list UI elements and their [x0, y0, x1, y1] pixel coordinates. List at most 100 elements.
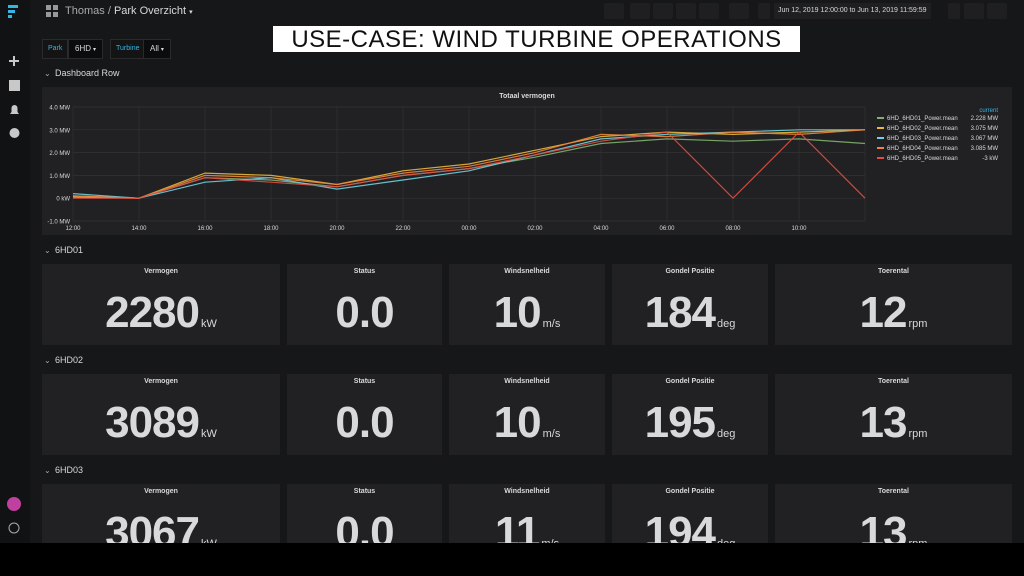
stat-number: 195 — [644, 398, 716, 447]
settings-icon[interactable] — [9, 128, 20, 138]
dashboards-icon[interactable] — [9, 80, 20, 91]
stat-title: Vermogen — [144, 378, 178, 385]
row-title[interactable]: 6HD01 — [55, 245, 84, 255]
stat-panel: Windsnelheid 10 m/s — [449, 374, 605, 455]
dropdown-caret: ▾ — [93, 47, 97, 53]
variable-dropdown[interactable]: 6HD ▾ — [68, 39, 104, 59]
sidebar-icons — [7, 5, 21, 534]
time-picker[interactable]: Jun 12, 2019 12:00:00 to Jun 13, 2019 11… — [774, 3, 931, 19]
stat-panel: Windsnelheid 11m/s — [449, 484, 605, 543]
row-collapse[interactable]: ⌄ — [44, 466, 51, 475]
stat-panel: Gondel Positie 184 deg — [612, 264, 768, 345]
banner: USE-CASE: WIND TURBINE OPERATIONS — [273, 26, 800, 53]
legend-name[interactable]: 6HD_6HD04_Power.mean — [887, 146, 958, 152]
stat-unit: m/s — [542, 428, 561, 440]
stat-unit: m/s — [541, 538, 559, 543]
breadcrumb[interactable]: Thomas / Park Overzicht ▾ — [65, 5, 193, 17]
variable-value[interactable]: All — [150, 44, 159, 53]
row-collapse[interactable]: ⌄ — [44, 246, 51, 255]
stat-unit: deg — [717, 428, 736, 440]
x-tick-label: 14:00 — [131, 226, 147, 232]
y-tick-label: 4.0 MW — [49, 106, 70, 112]
dashboard-icon — [46, 5, 58, 17]
x-tick-label: 18:00 — [263, 226, 279, 232]
y-tick-label: 1.0 MW — [49, 174, 70, 180]
stat-value: 2280 kW — [42, 288, 280, 338]
star-button[interactable] — [630, 3, 650, 19]
stat-value: 195 deg — [612, 398, 768, 448]
legend-current: 2.228 MW — [971, 116, 999, 122]
stat-title: Windsnelheid — [504, 268, 550, 275]
time-back-button[interactable] — [758, 3, 770, 19]
series-line — [72, 129, 866, 199]
zoom-out-button[interactable] — [964, 3, 984, 19]
stat-value: 194deg — [612, 508, 768, 543]
x-tick-label: 20:00 — [329, 226, 345, 232]
stat-title: Toerental — [878, 268, 909, 275]
alerts-icon[interactable] — [10, 105, 19, 114]
legend-name[interactable]: 6HD_6HD01_Power.mean — [887, 116, 958, 122]
stat-unit: rpm — [909, 538, 928, 543]
graph-title: Totaal vermogen — [499, 93, 555, 100]
logo[interactable] — [8, 5, 18, 8]
help-icon[interactable] — [8, 522, 20, 534]
screen: Thomas / Park Overzicht ▾ Jun 12, 2019 1… — [0, 0, 1024, 543]
legend-name[interactable]: 6HD_6HD02_Power.mean — [887, 126, 958, 132]
stat-number: 0.0 — [335, 288, 394, 337]
save-button[interactable] — [676, 3, 696, 19]
dashboard-title[interactable]: Park Overzicht — [113, 5, 187, 17]
legend-name[interactable]: 6HD_6HD05_Power.mean — [887, 156, 958, 162]
settings-button[interactable] — [699, 3, 719, 19]
series-line — [73, 131, 866, 200]
variable-dropdown[interactable]: All ▾ — [143, 39, 171, 59]
time-range[interactable]: Jun 12, 2019 12:00:00 to Jun 13, 2019 11… — [778, 7, 927, 14]
row-collapse[interactable]: ⌄ — [44, 69, 51, 78]
stat-title: Vermogen — [144, 268, 178, 275]
row-title[interactable]: 6HD02 — [55, 355, 84, 365]
stat-value: 10 m/s — [449, 398, 605, 448]
stat-value: 3089 kW — [42, 398, 280, 448]
stat-unit: kW — [201, 318, 217, 330]
time-forward-button[interactable] — [948, 3, 960, 19]
refresh-button[interactable] — [987, 3, 1007, 19]
stat-unit: rpm — [908, 318, 928, 330]
graph-panel: Totaal vermogen -1.0 MW 0 kW 1.0 MW 2.0 MW 3.… — [42, 87, 1012, 235]
variable-value[interactable]: 6HD — [75, 44, 92, 53]
add-panel-button[interactable] — [604, 3, 624, 19]
row-title[interactable]: Dashboard Row — [55, 68, 120, 78]
stat-panel: Gondel Positie 195 deg — [612, 374, 768, 455]
stat-title: Status — [353, 378, 376, 385]
stat-number: 11 — [494, 508, 541, 543]
stat-title: Toerental — [878, 378, 909, 385]
stat-number: 10 — [493, 288, 542, 337]
stat-value: 10 m/s — [449, 288, 605, 338]
row-collapse[interactable]: ⌄ — [44, 356, 51, 365]
dropdown-caret: ▾ — [189, 9, 193, 16]
stat-panel: Vermogen 2280 kW — [42, 264, 280, 345]
breadcrumb-user[interactable]: Thomas — [65, 5, 105, 17]
stat-number: 2280 — [105, 288, 200, 337]
y-tick-label: 2.0 MW — [49, 151, 70, 157]
legend-name[interactable]: 6HD_6HD03_Power.mean — [887, 136, 958, 142]
legend-current: -3 kW — [982, 156, 998, 162]
x-tick-label: 10:00 — [791, 226, 807, 232]
legend-current: 3.085 MW — [971, 146, 999, 152]
share-button[interactable] — [653, 3, 673, 19]
stat-panel: Gondel Positie 194deg — [612, 484, 768, 543]
stat-number: 3067 — [105, 508, 200, 543]
row-title[interactable]: 6HD03 — [55, 465, 84, 475]
avatar[interactable] — [7, 497, 21, 511]
variable-label: Turbine — [110, 39, 146, 59]
y-tick-label: 3.0 MW — [49, 128, 70, 134]
stat-value: 0.0 — [287, 288, 442, 338]
stat-value: 11m/s — [449, 508, 605, 543]
stat-unit: rpm — [908, 428, 928, 440]
stat-number: 12 — [859, 288, 908, 337]
tv-mode-button[interactable] — [729, 3, 749, 19]
add-icon[interactable] — [9, 56, 19, 66]
